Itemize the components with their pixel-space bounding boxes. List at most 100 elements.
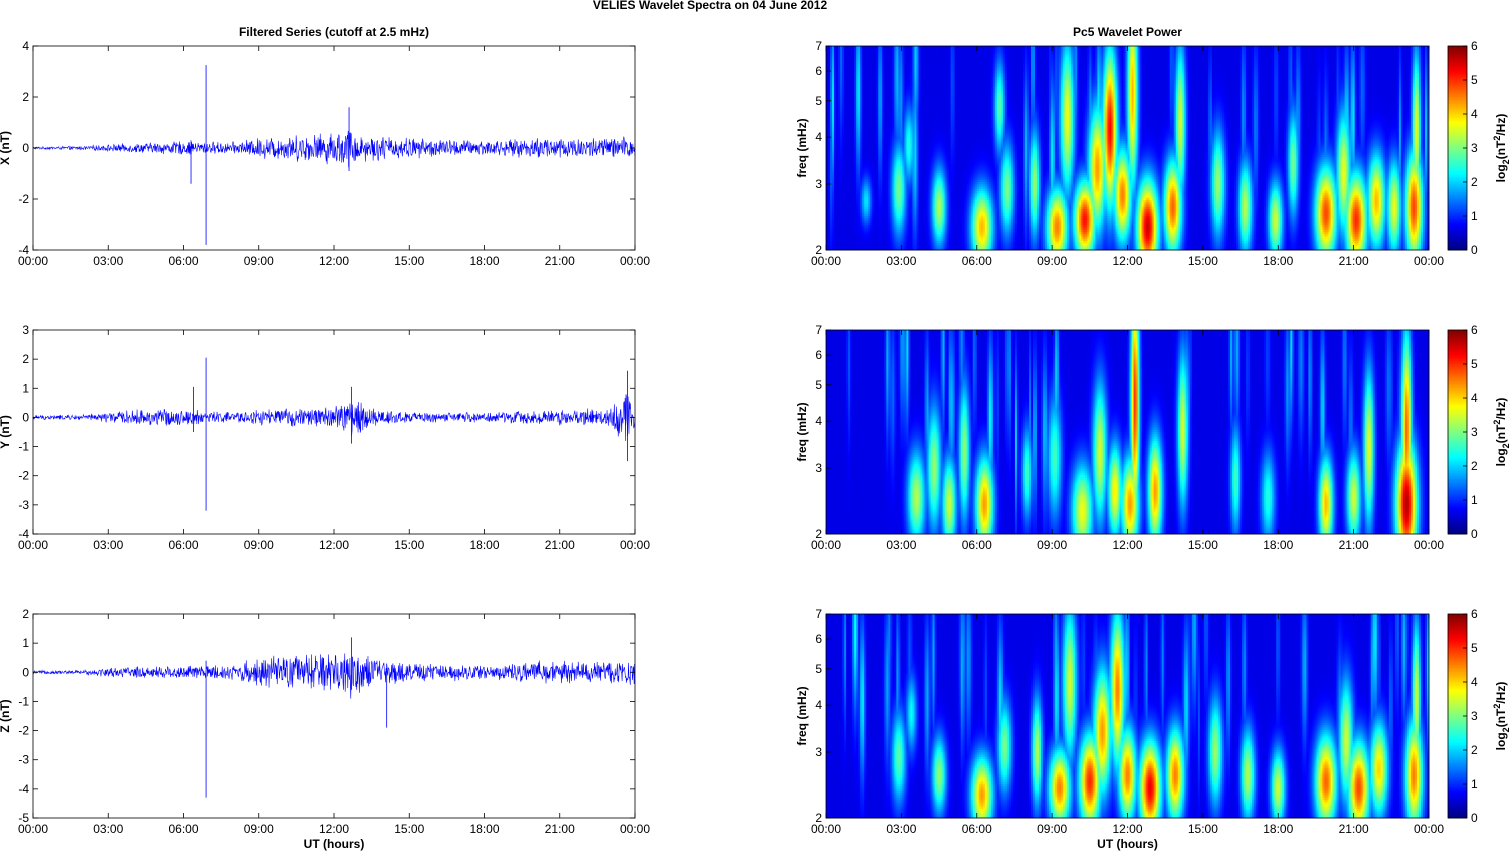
wavelet-power-image <box>826 614 1429 818</box>
y-tick-label: -4 <box>18 527 29 541</box>
y-axis-label: Y (nT) <box>0 415 12 449</box>
y-tick-label: 5 <box>815 662 822 676</box>
x-tick-label: 12:00 <box>319 538 349 552</box>
y-tick-label: -4 <box>18 782 29 796</box>
colorbar-tick-label: 0 <box>1471 243 1478 257</box>
x-tick-label: 06:00 <box>168 538 198 552</box>
x-tick-label: 03:00 <box>886 254 916 268</box>
colorbar-tick-label: 1 <box>1471 777 1478 791</box>
y-tick-label: 3 <box>815 745 822 759</box>
y-tick-label: -5 <box>18 811 29 825</box>
y-tick-label: -2 <box>18 192 29 206</box>
y-tick-label: 1 <box>22 636 29 650</box>
y-tick-label: -3 <box>18 498 29 512</box>
x-tick-label: 12:00 <box>1112 822 1142 836</box>
x-tick-label: 09:00 <box>244 822 274 836</box>
colorbar-tick-label: 4 <box>1471 675 1478 689</box>
x-tick-label: 21:00 <box>1339 254 1369 268</box>
y-tick-label: 2 <box>815 527 822 541</box>
colorbar-tick-label: 0 <box>1471 527 1478 541</box>
x-tick-label: 09:00 <box>1037 822 1067 836</box>
y-axis-label: X (nT) <box>0 131 12 165</box>
colorbar-tick-label: 4 <box>1471 391 1478 405</box>
colorbar-tick-label: 5 <box>1471 641 1478 655</box>
y-tick-label: 7 <box>815 607 822 621</box>
x-tick-label: 03:00 <box>886 822 916 836</box>
y-tick-label: -1 <box>18 694 29 708</box>
x-tick-label: 15:00 <box>1188 822 1218 836</box>
x-tick-label: 15:00 <box>394 822 424 836</box>
y-tick-label: 7 <box>815 39 822 53</box>
colorbar-label: log2(nT2/Hz) <box>1492 398 1511 467</box>
colorbar-tick-label: 5 <box>1471 73 1478 87</box>
x-tick-label: 12:00 <box>319 822 349 836</box>
colorbar-tick-label: 3 <box>1471 425 1478 439</box>
colorbar-tick-label: 1 <box>1471 209 1478 223</box>
y-tick-label: 2 <box>815 243 822 257</box>
x-tick-label: 18:00 <box>469 254 499 268</box>
filtered-series-line <box>33 653 635 698</box>
x-axis-label: UT (hours) <box>1097 837 1158 851</box>
line-panel-2: 00:00 03:00 06:00 09:00 12:00 15:00 18:00 21:00… <box>0 607 650 851</box>
wavelet-panel-3: 00:00 03:00 06:00 09:00 12:00 15:00 18:00 21:00… <box>795 25 1511 268</box>
y-tick-label: 6 <box>815 64 822 78</box>
x-tick-label: 18:00 <box>469 538 499 552</box>
x-tick-label: 03:00 <box>93 254 123 268</box>
filtered-series-line <box>33 394 635 441</box>
x-tick-label: 12:00 <box>319 254 349 268</box>
x-tick-label: 03:00 <box>886 538 916 552</box>
line-panel-0: 00:00 03:00 06:00 09:00 12:00 15:00 18:00 21:00… <box>0 25 650 268</box>
x-tick-label: 09:00 <box>244 538 274 552</box>
y-tick-label: 5 <box>815 378 822 392</box>
colorbar-label: log2(nT2/Hz) <box>1492 682 1511 751</box>
y-tick-label: 4 <box>22 39 29 53</box>
y-tick-label: -4 <box>18 243 29 257</box>
colorbar-tick-label: 1 <box>1471 493 1478 507</box>
filtered-series-line <box>33 131 635 168</box>
y-tick-label: 4 <box>815 414 822 428</box>
chart-panels: 00:00 03:00 06:00 09:00 12:00 15:00 18:00 21:00… <box>0 25 1511 851</box>
y-axis-label: freq (mHz) <box>795 118 809 177</box>
panel-title: Filtered Series (cutoff at 2.5 mHz) <box>239 25 429 39</box>
x-tick-label: 09:00 <box>1037 538 1067 552</box>
x-tick-label: 15:00 <box>394 254 424 268</box>
x-tick-label: 21:00 <box>1339 538 1369 552</box>
x-tick-label: 09:00 <box>1037 254 1067 268</box>
y-tick-label: 0 <box>22 141 29 155</box>
x-tick-label: 09:00 <box>244 254 274 268</box>
y-tick-label: -2 <box>18 724 29 738</box>
colorbar-label: log2(nT2/Hz) <box>1492 114 1511 183</box>
x-tick-label: 06:00 <box>168 822 198 836</box>
colorbar-tick-label: 5 <box>1471 357 1478 371</box>
panel-title: Pc5 Wavelet Power <box>1073 25 1182 39</box>
x-tick-label: 00:00 <box>1414 822 1444 836</box>
x-tick-label: 00:00 <box>1414 538 1444 552</box>
y-tick-label: 3 <box>815 461 822 475</box>
x-tick-label: 18:00 <box>1263 822 1293 836</box>
plot-frame <box>33 614 635 818</box>
y-tick-label: 3 <box>22 323 29 337</box>
x-tick-label: 06:00 <box>962 538 992 552</box>
y-axis-label: freq (mHz) <box>795 402 809 461</box>
y-tick-label: 2 <box>22 607 29 621</box>
y-axis-label: freq (mHz) <box>795 686 809 745</box>
plot-frame <box>33 330 635 534</box>
y-tick-label: 1 <box>22 381 29 395</box>
x-tick-label: 18:00 <box>1263 538 1293 552</box>
x-tick-label: 21:00 <box>545 254 575 268</box>
x-axis-label: UT (hours) <box>304 837 365 851</box>
y-tick-label: -3 <box>18 753 29 767</box>
wavelet-panel-4: 00:00 03:00 06:00 09:00 12:00 15:00 18:00 21:00… <box>795 323 1511 552</box>
x-tick-label: 12:00 <box>1112 254 1142 268</box>
colorbar-tick-label: 4 <box>1471 107 1478 121</box>
x-tick-label: 12:00 <box>1112 538 1142 552</box>
y-tick-label: 2 <box>815 811 822 825</box>
x-tick-label: 18:00 <box>1263 254 1293 268</box>
line-panel-1: 00:00 03:00 06:00 09:00 12:00 15:00 18:00 21:00… <box>0 323 650 552</box>
wavelet-power-image <box>826 330 1429 534</box>
x-tick-label: 21:00 <box>545 538 575 552</box>
y-tick-label: 6 <box>815 632 822 646</box>
x-tick-label: 03:00 <box>93 538 123 552</box>
x-tick-label: 18:00 <box>469 822 499 836</box>
